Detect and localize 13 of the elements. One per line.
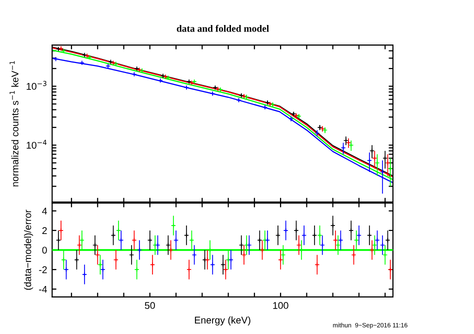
chart-title: data and folded model bbox=[176, 24, 269, 32]
y-tick-label: -4 bbox=[39, 286, 47, 293]
y-tick-label: 4 bbox=[42, 208, 47, 214]
x-tick-label: 100 bbox=[273, 302, 288, 309]
y-tick-label: 10$^{−3}$ bbox=[26, 80, 46, 90]
y-tick-label: -2 bbox=[39, 266, 47, 274]
y-tick-label: 0 bbox=[42, 246, 47, 254]
y-axis-title: (data−model)/error bbox=[24, 210, 34, 290]
x-tick-label: 50 bbox=[144, 302, 155, 309]
y-axis-title: normalized counts s$^{−1}$ keV$^{−1}$ bbox=[10, 61, 18, 186]
y-tick-label: 2 bbox=[42, 227, 47, 234]
x-axis-title: Energy (keV) bbox=[194, 316, 250, 326]
y-tick-label: 10$^{−4}$ bbox=[26, 140, 47, 149]
